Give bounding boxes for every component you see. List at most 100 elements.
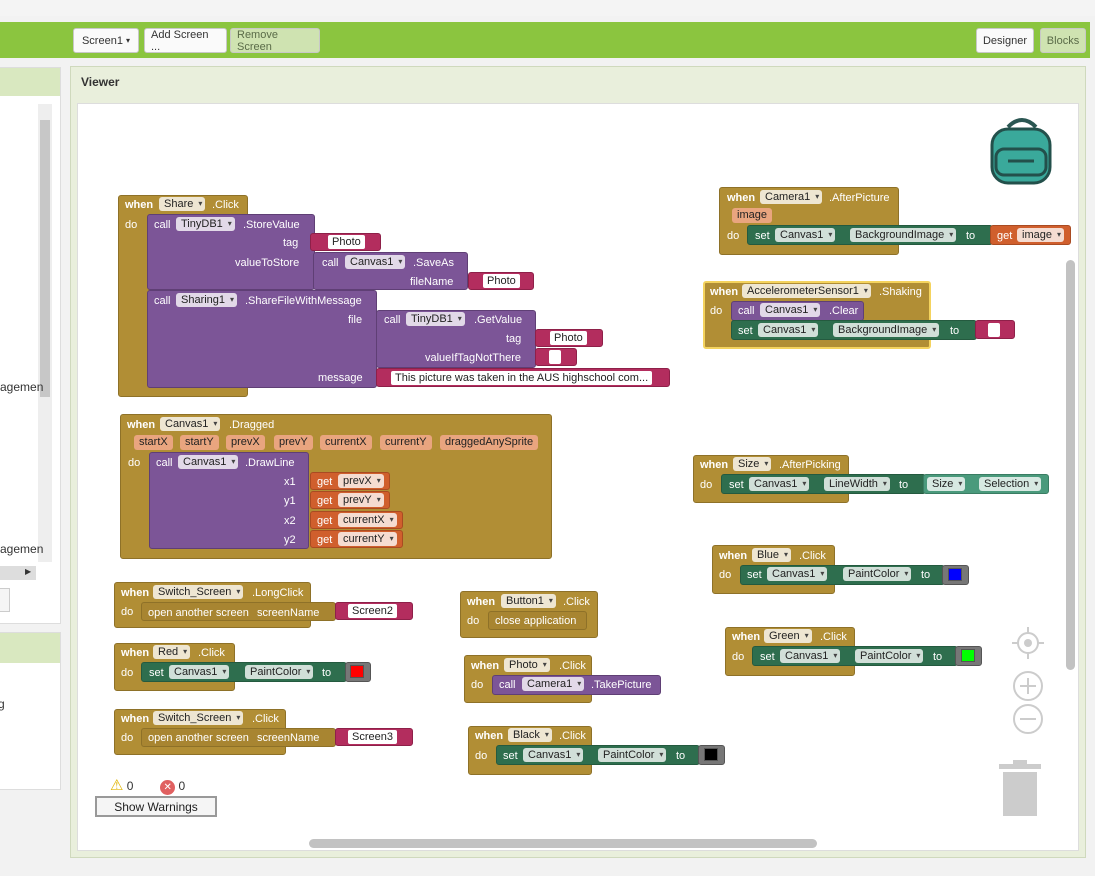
linewidth-dropdown[interactable]: LineWidth xyxy=(824,477,890,491)
event-label: .AfterPicture xyxy=(829,192,890,204)
param-prevx[interactable]: prevX xyxy=(226,435,265,450)
getvalue-label: .GetValue xyxy=(474,314,523,326)
backgroundimage-dropdown[interactable]: BackgroundImage xyxy=(833,323,940,337)
empty-string[interactable] xyxy=(988,323,1000,337)
param-starty[interactable]: startY xyxy=(180,435,219,450)
screen-select-label: Screen1 xyxy=(81,34,123,47)
canvas-dropdown[interactable]: Canvas1 xyxy=(780,649,841,663)
green-swatch[interactable] xyxy=(961,649,975,662)
call-label: call xyxy=(499,679,516,691)
tag-label: tag xyxy=(506,333,522,345)
horizontal-scrollbar[interactable] xyxy=(309,839,817,848)
param-prevy[interactable]: prevY xyxy=(274,435,313,450)
zoom-in-icon[interactable] xyxy=(1011,669,1045,703)
message-string[interactable]: This picture was taken in the AUS highsc… xyxy=(391,371,653,385)
share-component-dropdown[interactable]: Share xyxy=(159,197,206,211)
left-item[interactable]: agemen xyxy=(0,542,44,556)
canvas-dropdown[interactable]: Canvas1 xyxy=(160,417,221,431)
paintcolor-dropdown[interactable]: PaintColor xyxy=(245,665,314,679)
tinydb-dropdown[interactable]: TinyDB1 xyxy=(406,312,465,326)
switch-screen-dropdown[interactable]: Switch_Screen xyxy=(153,711,244,725)
canvas-dropdown[interactable]: Canvas1 xyxy=(178,455,239,469)
tinydb-dropdown[interactable]: TinyDB1 xyxy=(176,217,235,231)
size-dropdown[interactable]: Size xyxy=(733,457,772,471)
get-prevy-dropdown[interactable]: prevY xyxy=(338,493,384,507)
accelerometer-dropdown[interactable]: AccelerometerSensor1 xyxy=(742,284,871,298)
recenter-icon[interactable] xyxy=(1011,626,1045,660)
canvas-dropdown[interactable]: Canvas1 xyxy=(523,748,584,762)
tag-label: tag xyxy=(283,237,299,249)
filename-string[interactable]: Photo xyxy=(483,274,520,288)
vertical-scrollbar[interactable] xyxy=(1066,260,1075,670)
takepicture-label: .TakePicture xyxy=(591,679,652,691)
blue-swatch[interactable] xyxy=(948,568,962,581)
event-label: .Click xyxy=(563,596,590,608)
camera-dropdown[interactable]: Camera1 xyxy=(522,677,585,691)
backgroundimage-dropdown[interactable]: BackgroundImage xyxy=(850,228,957,242)
canvas-dropdown[interactable]: Canvas1 xyxy=(749,477,810,491)
blue-dropdown[interactable]: Blue xyxy=(752,548,792,562)
blocks-button[interactable]: Blocks xyxy=(1040,28,1086,53)
to-label: to xyxy=(966,230,976,242)
photo-dropdown[interactable]: Photo xyxy=(504,658,550,672)
get-prevx-dropdown[interactable]: prevX xyxy=(338,474,384,488)
green-dropdown[interactable]: Green xyxy=(764,629,812,643)
canvas-dropdown[interactable]: Canvas1 xyxy=(767,567,828,581)
switch-screen-dropdown[interactable]: Switch_Screen xyxy=(153,585,244,599)
canvas-dropdown[interactable]: Canvas1 xyxy=(758,323,819,337)
event-label: .Click xyxy=(820,631,847,643)
add-screen-button[interactable]: Add Screen ... xyxy=(144,28,227,53)
param-currentx[interactable]: currentX xyxy=(320,435,372,450)
left-item[interactable]: agemen xyxy=(0,380,44,394)
black-swatch[interactable] xyxy=(704,748,718,761)
paintcolor-dropdown[interactable]: PaintColor xyxy=(855,649,924,663)
black-dropdown[interactable]: Black xyxy=(508,728,552,742)
tag-string[interactable]: Photo xyxy=(550,331,587,345)
param-currenty[interactable]: currentY xyxy=(380,435,432,450)
property-item[interactable]: g xyxy=(0,697,5,711)
tag-string[interactable]: Photo xyxy=(328,235,365,249)
canvas-dropdown[interactable]: Canvas1 xyxy=(775,228,836,242)
screen2-string[interactable]: Screen2 xyxy=(348,604,397,618)
size-dropdown[interactable]: Size xyxy=(927,477,966,491)
do-label: do xyxy=(471,679,484,691)
camera-dropdown[interactable]: Camera1 xyxy=(760,190,823,204)
zoom-out-icon[interactable] xyxy=(1011,702,1045,736)
screen-select[interactable]: Screen1 ▾ xyxy=(73,28,139,53)
paintcolor-dropdown[interactable]: PaintColor xyxy=(598,748,667,762)
set-label: set xyxy=(755,230,770,242)
get-currentx-dropdown[interactable]: currentX xyxy=(338,513,397,527)
close-application-block[interactable] xyxy=(488,611,587,630)
canvas-dropdown[interactable]: Canvas1 xyxy=(169,665,230,679)
sharing-dropdown[interactable]: Sharing1 xyxy=(176,293,238,307)
selection-dropdown[interactable]: Selection xyxy=(979,477,1042,491)
param-draggedanysprite[interactable]: draggedAnySprite xyxy=(440,435,539,450)
when-label: when xyxy=(727,192,756,204)
show-warnings-button[interactable]: Show Warnings xyxy=(95,796,217,817)
screen3-string[interactable]: Screen3 xyxy=(348,730,397,744)
paintcolor-dropdown[interactable]: PaintColor xyxy=(843,567,912,581)
button1-dropdown[interactable]: Button1 xyxy=(501,594,556,608)
get-currenty-dropdown[interactable]: currentY xyxy=(338,532,397,546)
canvas-dropdown[interactable]: Canvas1 xyxy=(760,303,821,317)
red-dropdown[interactable]: Red xyxy=(153,645,191,659)
backpack-icon[interactable] xyxy=(986,115,1058,187)
warning-icon: ⚠ xyxy=(110,777,124,794)
x2-label: x2 xyxy=(284,515,296,527)
canvas-dropdown[interactable]: Canvas1 xyxy=(345,255,406,269)
param-image[interactable]: image xyxy=(732,208,772,223)
left-hscroll[interactable] xyxy=(0,566,36,580)
do-label: do xyxy=(121,732,134,744)
left-button[interactable] xyxy=(0,588,10,612)
remove-screen-button[interactable]: Remove Screen xyxy=(230,28,320,53)
designer-button[interactable]: Designer xyxy=(976,28,1034,53)
chevron-right-icon[interactable]: ▶ xyxy=(25,567,32,576)
left-scroll-thumb[interactable] xyxy=(40,120,50,397)
empty-string[interactable] xyxy=(549,350,561,364)
param-startx[interactable]: startX xyxy=(134,435,173,450)
trash-icon[interactable] xyxy=(998,760,1044,818)
red-swatch[interactable] xyxy=(350,665,364,678)
get-image-dropdown[interactable]: image xyxy=(1017,228,1064,242)
call-label: call xyxy=(154,295,171,307)
when-label: when xyxy=(127,419,156,431)
